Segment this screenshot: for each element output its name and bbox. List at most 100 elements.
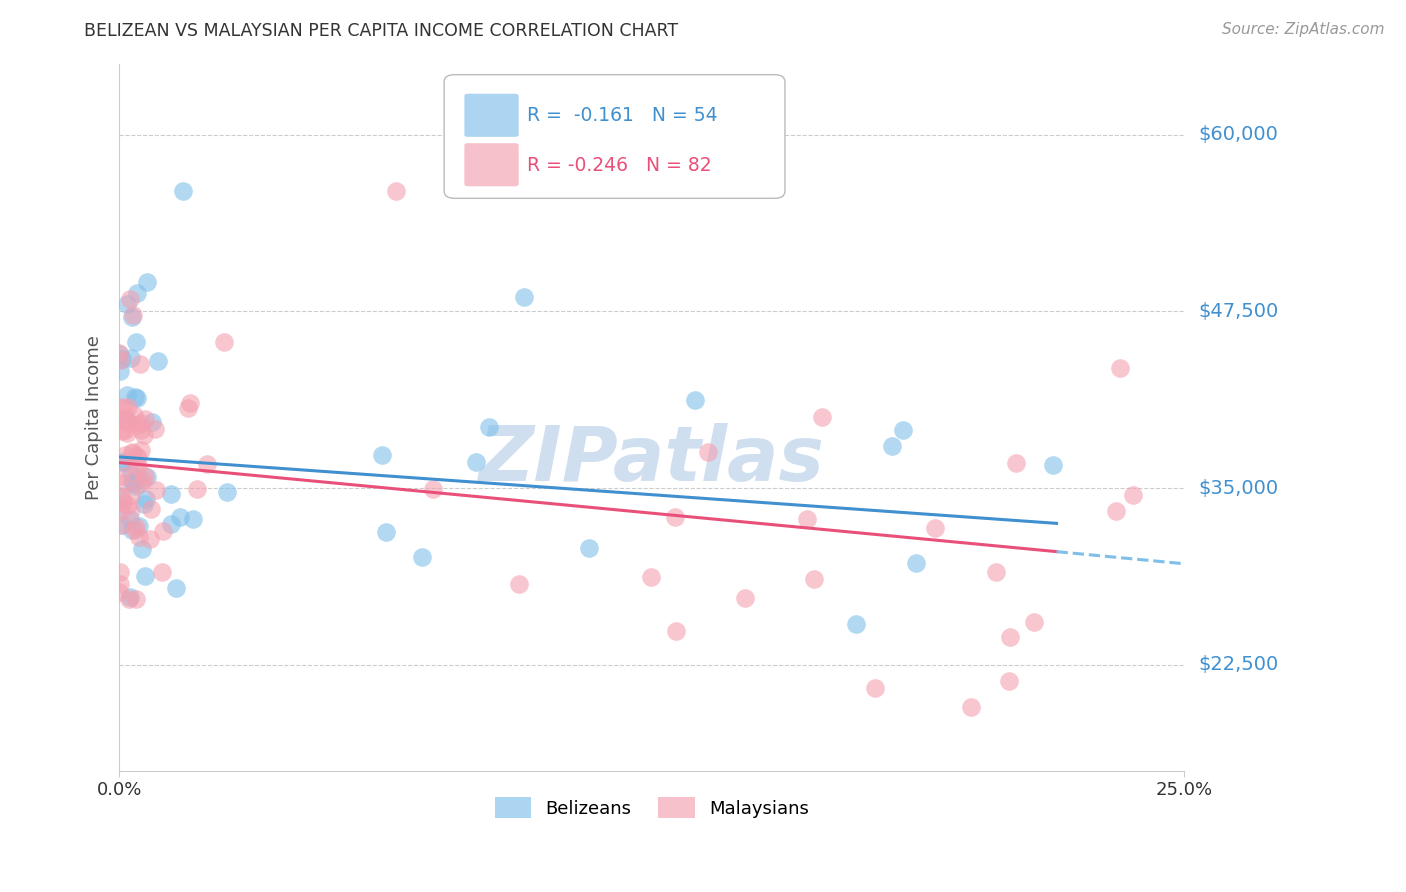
FancyBboxPatch shape bbox=[444, 75, 785, 198]
Point bbox=[135, 491, 157, 506]
Point bbox=[128, 357, 150, 371]
Point bbox=[114, 448, 136, 462]
Point bbox=[117, 498, 139, 512]
Point bbox=[960, 700, 983, 714]
Point bbox=[124, 479, 146, 493]
Point bbox=[124, 523, 146, 537]
Point bbox=[128, 518, 150, 533]
Point bbox=[371, 448, 394, 462]
Point bbox=[112, 401, 135, 415]
Point bbox=[513, 290, 536, 304]
Point bbox=[122, 445, 145, 459]
Point bbox=[125, 449, 148, 463]
Point bbox=[734, 591, 756, 605]
Point bbox=[127, 286, 149, 301]
Point bbox=[172, 184, 194, 198]
Text: ZIPatlas: ZIPatlas bbox=[479, 423, 825, 497]
Text: R = -0.246   N = 82: R = -0.246 N = 82 bbox=[527, 155, 711, 175]
Point bbox=[136, 275, 159, 289]
Point bbox=[998, 630, 1021, 644]
Point bbox=[115, 297, 138, 311]
Point bbox=[111, 490, 134, 504]
Point bbox=[131, 443, 153, 458]
Point bbox=[108, 499, 131, 513]
Point bbox=[141, 502, 163, 516]
Point bbox=[115, 388, 138, 402]
Point bbox=[117, 400, 139, 414]
Point bbox=[124, 391, 146, 405]
Point bbox=[122, 409, 145, 423]
Point bbox=[165, 581, 187, 595]
Point bbox=[132, 497, 155, 511]
Point bbox=[1122, 488, 1144, 502]
Point bbox=[108, 489, 131, 503]
Point bbox=[114, 423, 136, 437]
Point bbox=[110, 353, 132, 368]
Point bbox=[121, 445, 143, 459]
FancyBboxPatch shape bbox=[464, 94, 519, 136]
Point bbox=[159, 517, 181, 532]
Point bbox=[640, 570, 662, 584]
Point bbox=[128, 530, 150, 544]
Point bbox=[214, 335, 236, 350]
Point bbox=[891, 423, 914, 437]
Point bbox=[118, 416, 141, 430]
Point bbox=[125, 392, 148, 406]
Point bbox=[127, 418, 149, 433]
Point bbox=[118, 591, 141, 606]
Point bbox=[177, 401, 200, 416]
Point bbox=[129, 416, 152, 430]
Point bbox=[160, 486, 183, 500]
Point bbox=[127, 459, 149, 474]
Point bbox=[118, 512, 141, 526]
Point bbox=[134, 569, 156, 583]
Point bbox=[145, 483, 167, 498]
Point bbox=[1105, 504, 1128, 518]
Point bbox=[127, 450, 149, 464]
Text: $22,500: $22,500 bbox=[1198, 656, 1278, 674]
Point bbox=[152, 524, 174, 538]
Point bbox=[115, 414, 138, 428]
Point bbox=[134, 412, 156, 426]
Point bbox=[478, 420, 501, 434]
Point bbox=[924, 521, 946, 535]
Point bbox=[127, 471, 149, 485]
Text: BELIZEAN VS MALAYSIAN PER CAPITA INCOME CORRELATION CHART: BELIZEAN VS MALAYSIAN PER CAPITA INCOME … bbox=[84, 22, 679, 40]
Point bbox=[984, 566, 1007, 580]
Point bbox=[110, 400, 132, 414]
Point bbox=[385, 184, 408, 198]
Point bbox=[197, 458, 219, 472]
FancyBboxPatch shape bbox=[464, 144, 519, 186]
Point bbox=[118, 292, 141, 306]
Point bbox=[110, 412, 132, 426]
Point bbox=[811, 410, 834, 425]
Point bbox=[132, 474, 155, 488]
Point bbox=[121, 475, 143, 490]
Point bbox=[128, 477, 150, 491]
Point bbox=[135, 470, 157, 484]
Point bbox=[141, 415, 163, 429]
Point bbox=[108, 585, 131, 599]
Point bbox=[114, 455, 136, 469]
Point bbox=[179, 396, 201, 410]
Point bbox=[134, 469, 156, 483]
Point bbox=[125, 592, 148, 607]
Point bbox=[422, 482, 444, 496]
Point bbox=[112, 413, 135, 427]
Point bbox=[108, 347, 131, 361]
Point bbox=[845, 616, 868, 631]
Point bbox=[108, 346, 131, 360]
Point bbox=[110, 517, 132, 532]
Text: $35,000: $35,000 bbox=[1198, 478, 1278, 498]
Point bbox=[139, 532, 162, 546]
Point bbox=[120, 351, 142, 366]
Point bbox=[121, 475, 143, 490]
Point bbox=[124, 460, 146, 475]
Point bbox=[125, 519, 148, 533]
Y-axis label: Per Capita Income: Per Capita Income bbox=[86, 334, 103, 500]
Point bbox=[803, 572, 825, 586]
Point bbox=[796, 512, 818, 526]
Legend: Belizeans, Malaysians: Belizeans, Malaysians bbox=[488, 790, 815, 825]
Point bbox=[411, 550, 433, 565]
Point bbox=[111, 351, 134, 366]
